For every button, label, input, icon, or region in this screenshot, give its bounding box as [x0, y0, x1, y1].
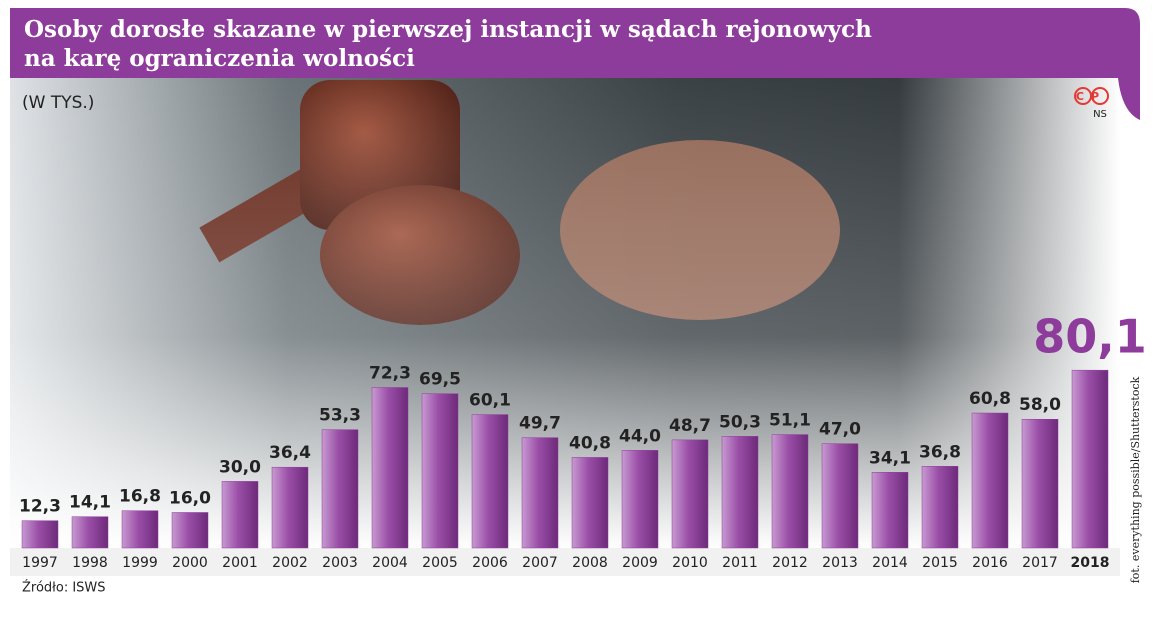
x-tick-label: 2017 [1022, 555, 1058, 571]
value-label: 36,4 [269, 443, 311, 463]
value-label: 40,8 [569, 433, 611, 453]
value-label: 14,1 [69, 493, 111, 513]
x-tick-label: 2007 [522, 555, 558, 571]
value-label: 51,1 [769, 411, 811, 431]
logo-sub: NS [1093, 109, 1107, 120]
x-tick-label: 2001 [222, 555, 258, 571]
bar [821, 443, 859, 549]
x-tick-label: 2012 [772, 555, 808, 571]
x-tick-label: 2015 [922, 555, 958, 571]
x-tick-label: 2003 [322, 555, 358, 571]
subtitle: (W TYS.) [22, 93, 94, 113]
x-tick-label: 2010 [672, 555, 708, 571]
x-tick-label: 2004 [372, 555, 408, 571]
value-label: 58,0 [1019, 395, 1061, 415]
x-tick-label: 2016 [972, 555, 1008, 571]
background-photo [10, 78, 1120, 548]
title-bar [10, 8, 1140, 120]
value-label: 30,0 [219, 457, 261, 477]
axis-band [10, 548, 1120, 576]
source: Źródło: ISWS [22, 580, 106, 596]
x-tick-label: 1999 [122, 555, 158, 571]
value-label: 69,5 [419, 370, 461, 390]
x-tick-label: 2014 [872, 555, 908, 571]
bar [1021, 418, 1059, 549]
bar [771, 434, 809, 549]
x-tick-label: 2009 [622, 555, 658, 571]
x-tick-label: 1997 [22, 555, 58, 571]
bar [271, 466, 309, 549]
x-tick-label: 2008 [572, 555, 608, 571]
x-tick-label: 2002 [272, 555, 308, 571]
value-label: 50,3 [719, 412, 761, 432]
value-label: 36,8 [919, 442, 961, 462]
bar [1071, 369, 1109, 549]
bar [671, 439, 709, 549]
value-label: 80,1 [1033, 310, 1147, 364]
bar [421, 393, 459, 549]
x-tick-label: 2005 [422, 555, 458, 571]
bar [71, 516, 109, 549]
x-tick-label: 2011 [722, 555, 758, 571]
value-label: 44,0 [619, 426, 661, 446]
x-tick-label: 2006 [472, 555, 508, 571]
bar [221, 481, 259, 549]
value-label: 60,8 [969, 389, 1011, 409]
bar [621, 450, 659, 549]
bar [21, 520, 59, 549]
value-label: 53,3 [319, 406, 361, 426]
value-label: 16,0 [169, 488, 211, 508]
x-tick-label: 2013 [822, 555, 858, 571]
bar [171, 512, 209, 549]
value-label: 16,8 [119, 487, 161, 507]
photo-credit: fot. everything possible/Shutterstock [1129, 376, 1142, 583]
value-label: 60,1 [469, 391, 511, 411]
value-label: 47,0 [819, 420, 861, 440]
value-label: 72,3 [369, 363, 411, 383]
x-tick-label: 2000 [172, 555, 208, 571]
bar [571, 457, 609, 549]
value-label: 48,7 [669, 416, 711, 436]
bar [921, 466, 959, 549]
bar [971, 412, 1009, 549]
bar [721, 436, 759, 549]
chart-title: Osoby dorosłe skazane w pierwszej instan… [24, 16, 872, 43]
value-label: 12,3 [19, 497, 61, 517]
x-tick-label: 2018 [1071, 555, 1110, 571]
bar [371, 387, 409, 549]
bar [871, 472, 909, 549]
logo: CP NS [1074, 87, 1109, 120]
value-label: 49,7 [519, 414, 561, 434]
bar [521, 437, 559, 549]
chart-title: na karę ograniczenia wolności [24, 45, 415, 72]
value-label: 34,1 [869, 448, 911, 468]
bar [121, 510, 159, 549]
bar [321, 429, 359, 549]
x-tick-label: 1998 [72, 555, 108, 571]
bar [471, 414, 509, 549]
logo-text: CP [1076, 90, 1106, 103]
